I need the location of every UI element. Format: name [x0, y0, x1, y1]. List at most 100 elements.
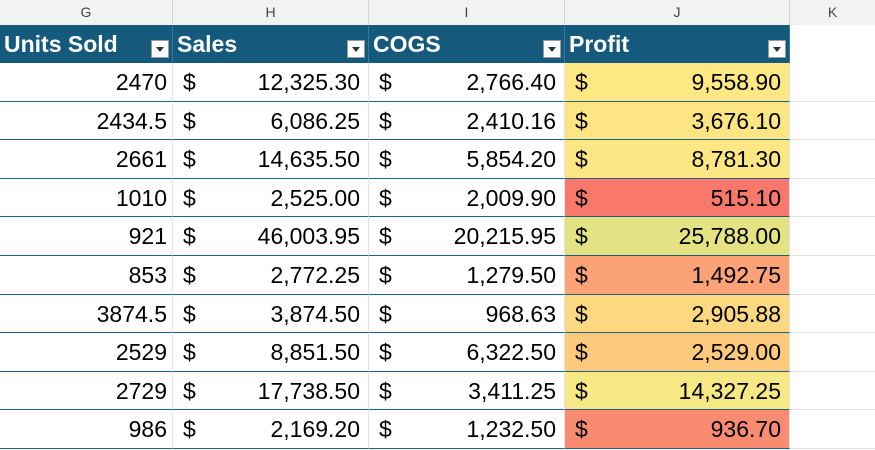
currency-symbol: $: [183, 416, 196, 443]
profit-cell[interactable]: $25,788.00: [565, 217, 790, 256]
units-sold-cell[interactable]: 853: [0, 256, 173, 295]
profit-cell[interactable]: $2,905.88: [565, 294, 790, 334]
sales-cell[interactable]: $6,086.25: [173, 101, 369, 141]
profit-value: 515.10: [710, 184, 781, 211]
profit-value: 2,905.88: [691, 300, 781, 327]
empty-cell[interactable]: [790, 410, 875, 449]
sales-cell[interactable]: $3,874.50: [173, 294, 369, 334]
empty-cell[interactable]: [790, 63, 875, 102]
cogs-cell[interactable]: $5,854.20: [369, 140, 565, 179]
empty-cell[interactable]: [790, 102, 875, 141]
filter-dropdown-icon[interactable]: [151, 40, 169, 58]
currency-symbol: $: [183, 223, 196, 250]
empty-cell[interactable]: [790, 256, 875, 295]
table-row: 2729 $17,738.50 $3,411.25 $14,327.25: [0, 371, 875, 411]
sales-value: 6,086.25: [270, 107, 360, 134]
profit-cell[interactable]: $14,327.25: [565, 371, 790, 411]
empty-cell[interactable]: [790, 140, 875, 179]
currency-symbol: $: [183, 184, 196, 211]
column-header-g[interactable]: G: [0, 0, 173, 25]
units-sold-cell[interactable]: 2661: [0, 140, 173, 179]
units-sold-cell[interactable]: 2529: [0, 333, 173, 372]
cogs-cell[interactable]: $2,766.40: [369, 63, 565, 102]
profit-cell[interactable]: $515.10: [565, 178, 790, 218]
empty-cell[interactable]: [790, 372, 875, 411]
sales-value: 2,169.20: [270, 416, 360, 443]
cogs-cell[interactable]: $3,411.25: [369, 371, 565, 411]
currency-symbol: $: [379, 300, 392, 327]
column-header-k[interactable]: K: [827, 4, 838, 20]
filter-dropdown-icon[interactable]: [543, 40, 561, 58]
sales-value: 3,874.50: [270, 300, 360, 327]
cogs-value: 1,232.50: [466, 416, 556, 443]
header-label: Sales: [177, 31, 238, 57]
profit-cell[interactable]: $9,558.90: [565, 63, 790, 102]
profit-value: 8,781.30: [691, 146, 781, 173]
units-sold-value: 2661: [115, 146, 167, 173]
profit-value: 3,676.10: [691, 107, 781, 134]
sales-cell[interactable]: $2,169.20: [173, 410, 369, 449]
cogs-cell[interactable]: $6,322.50: [369, 333, 565, 372]
currency-symbol: $: [183, 107, 196, 134]
profit-cell[interactable]: $936.70: [565, 410, 790, 449]
empty-cell[interactable]: [790, 217, 875, 256]
cogs-value: 20,215.95: [453, 223, 556, 250]
currency-symbol: $: [379, 339, 392, 366]
filter-dropdown-icon[interactable]: [347, 40, 365, 58]
empty-cell[interactable]: [790, 295, 875, 334]
header-cogs[interactable]: COGS: [369, 25, 565, 63]
sales-cell[interactable]: $14,635.50: [173, 140, 369, 179]
table-row: 921 $46,003.95 $20,215.95 $25,788.00: [0, 217, 875, 256]
profit-cell[interactable]: $2,529.00: [565, 333, 790, 372]
empty-cell[interactable]: [790, 179, 875, 218]
units-sold-cell[interactable]: 2434.5: [0, 101, 173, 141]
sales-cell[interactable]: $46,003.95: [173, 217, 369, 256]
units-sold-cell[interactable]: 921: [0, 217, 173, 256]
profit-cell[interactable]: $8,781.30: [565, 140, 790, 179]
header-label: Units Sold: [4, 31, 118, 57]
sales-cell[interactable]: $12,325.30: [173, 63, 369, 102]
currency-symbol: $: [379, 146, 392, 173]
table-row: 2661 $14,635.50 $5,854.20 $8,781.30: [0, 140, 875, 179]
cogs-cell[interactable]: $2,410.16: [369, 101, 565, 141]
table-row: 3874.5 $3,874.50 $968.63 $2,905.88: [0, 294, 875, 334]
units-sold-cell[interactable]: 2470: [0, 63, 173, 102]
cogs-cell[interactable]: $2,009.90: [369, 178, 565, 218]
cogs-value: 5,854.20: [466, 146, 556, 173]
sales-value: 46,003.95: [257, 223, 360, 250]
sales-cell[interactable]: $2,772.25: [173, 256, 369, 295]
units-sold-value: 2470: [115, 69, 167, 95]
currency-symbol: $: [575, 69, 588, 95]
sales-value: 2,772.25: [270, 262, 360, 288]
header-sales[interactable]: Sales: [173, 25, 369, 63]
header-profit[interactable]: Profit: [565, 25, 790, 63]
empty-cell[interactable]: [790, 333, 875, 372]
units-sold-cell[interactable]: 986: [0, 410, 173, 449]
table-row: 853 $2,772.25 $1,279.50 $1,492.75: [0, 256, 875, 295]
cogs-cell[interactable]: $1,279.50: [369, 256, 565, 295]
cogs-cell[interactable]: $968.63: [369, 294, 565, 334]
sales-value: 17,738.50: [257, 377, 360, 404]
empty-cell[interactable]: [790, 25, 875, 63]
column-header-h[interactable]: H: [173, 0, 369, 25]
filter-dropdown-icon[interactable]: [768, 40, 786, 58]
currency-symbol: $: [575, 377, 588, 404]
column-header-bar: G H I J K: [0, 0, 875, 26]
column-header-i[interactable]: I: [369, 0, 565, 25]
units-sold-cell[interactable]: 1010: [0, 178, 173, 218]
cogs-value: 1,279.50: [466, 262, 556, 288]
profit-cell[interactable]: $3,676.10: [565, 101, 790, 141]
currency-symbol: $: [575, 300, 588, 327]
column-header-j[interactable]: J: [565, 0, 790, 25]
units-sold-cell[interactable]: 2729: [0, 371, 173, 411]
sales-cell[interactable]: $17,738.50: [173, 371, 369, 411]
header-units-sold[interactable]: Units Sold: [0, 25, 173, 63]
cogs-cell[interactable]: $20,215.95: [369, 217, 565, 256]
sales-cell[interactable]: $8,851.50: [173, 333, 369, 372]
currency-symbol: $: [379, 69, 392, 95]
units-sold-value: 3874.5: [96, 300, 167, 327]
profit-cell[interactable]: $1,492.75: [565, 256, 790, 295]
sales-cell[interactable]: $2,525.00: [173, 178, 369, 218]
cogs-cell[interactable]: $1,232.50: [369, 410, 565, 449]
units-sold-cell[interactable]: 3874.5: [0, 294, 173, 334]
